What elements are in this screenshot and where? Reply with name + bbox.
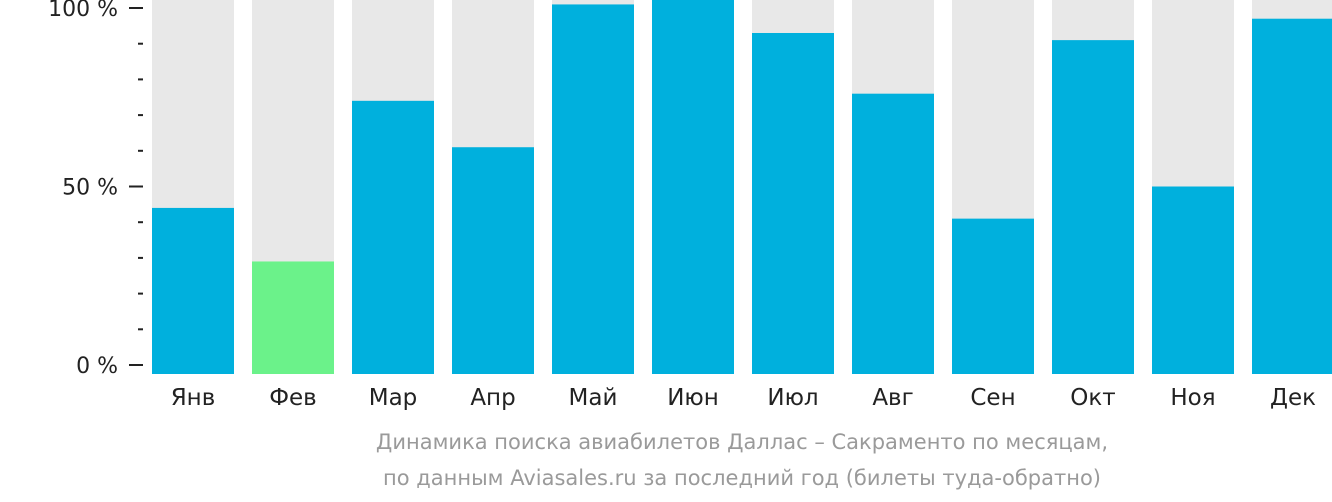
y-tick-label: 100 % xyxy=(48,0,118,22)
bar xyxy=(152,207,234,374)
x-tick-label: Мар xyxy=(369,385,418,411)
bar xyxy=(552,4,634,375)
x-tick-label: Дек xyxy=(1270,385,1316,411)
bar xyxy=(1152,186,1234,374)
bar xyxy=(752,32,834,375)
x-tick-label: Авг xyxy=(872,385,913,411)
x-tick-label: Май xyxy=(569,385,618,411)
bar xyxy=(852,93,934,375)
x-tick-label: Июн xyxy=(667,385,719,411)
y-axis: 100 % 50 % 0 % xyxy=(48,0,143,379)
data-bars xyxy=(152,0,1332,375)
x-tick-label: Июл xyxy=(767,385,818,411)
chart-caption-line-1: Динамика поиска авиабилетов Даллас – Сак… xyxy=(375,430,1109,454)
y-tick-label: 50 % xyxy=(62,176,118,201)
bar xyxy=(1052,40,1134,374)
bar xyxy=(352,100,434,374)
x-tick-label: Сен xyxy=(970,385,1015,411)
y-tick-label: 0 % xyxy=(76,354,118,379)
x-axis: Янв Фев Мар Апр Май Июн Июл Авг Сен Окт Ноя Дек xyxy=(171,385,1316,411)
bar xyxy=(452,147,534,374)
x-tick-label: Фев xyxy=(269,385,317,411)
x-tick-label: Апр xyxy=(470,385,515,411)
bar xyxy=(952,218,1034,374)
bar-chart: 100 % 50 % 0 % Янв Фев Мар Апр Май Июн Июл Авг Сен… xyxy=(48,0,1332,411)
bar xyxy=(652,0,734,374)
chart-caption-line-2: по данным Aviasales.ru за последний год … xyxy=(383,466,1101,490)
x-tick-label: Янв xyxy=(171,385,216,411)
x-tick-label: Ноя xyxy=(1170,385,1215,411)
bar xyxy=(252,261,334,374)
x-tick-label: Окт xyxy=(1070,385,1115,411)
bar xyxy=(1252,18,1332,375)
